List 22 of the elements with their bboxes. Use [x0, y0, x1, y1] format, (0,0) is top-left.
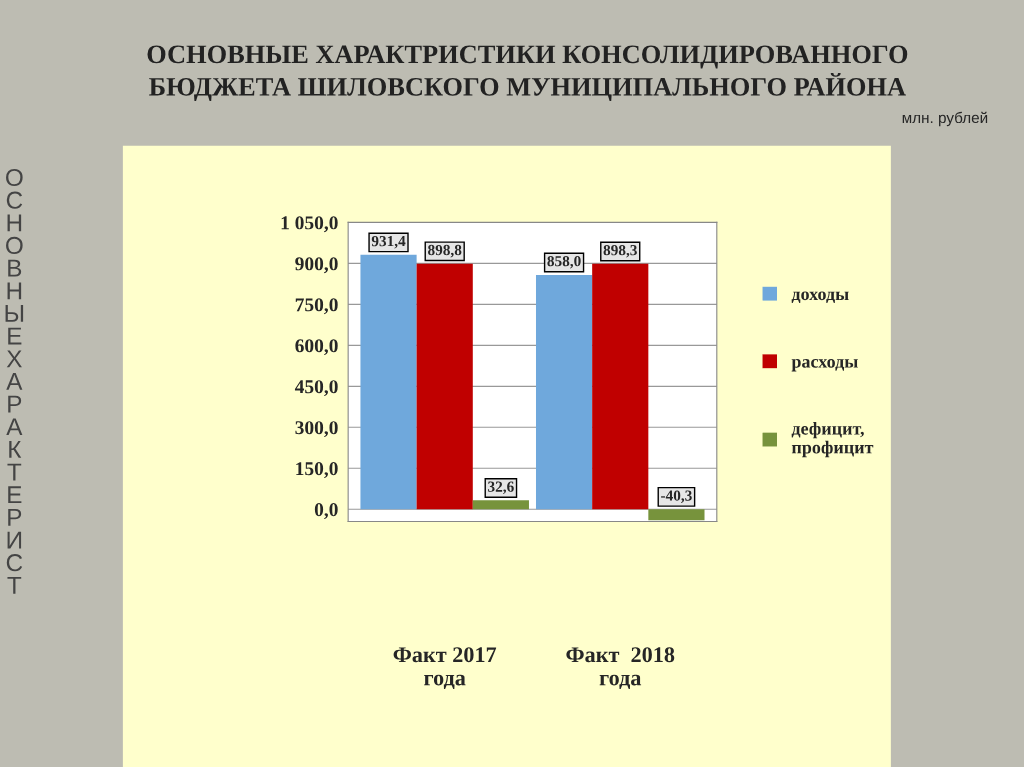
y-tick-label: 600,0: [295, 339, 338, 356]
data-label: -40,3: [661, 490, 692, 503]
x-tick-label: Факт 2018 года: [566, 647, 675, 690]
legend-label: доходы: [791, 291, 849, 304]
data-label: 931,4: [371, 235, 406, 249]
chart-title: ОСНОВНЫЕ ХАРАКТРИСТИКИ КОНСОЛИДИРОВАННОГО БЮДЖЕТА ШИЛОВСКОГО МУНИЦИПАЛЬНОГО РАЙОНА: [147, 45, 908, 102]
y-tick-label: 150,0: [296, 462, 338, 479]
text: ОСНОВНЫЕХАРАКТЕРИСТ: [5, 168, 24, 594]
y-tick-label: 300,0: [295, 421, 338, 438]
data-label: 898,8: [428, 244, 462, 258]
data-label: 32,6: [488, 481, 514, 495]
y-tick-label: 750,0: [295, 298, 338, 315]
y-tick-label: 0,0: [314, 503, 338, 520]
y-tick-label: 1 050,0: [281, 216, 338, 233]
legend-label: дефицит, профицит: [791, 421, 874, 458]
x-tick-label: Факт 2017 года: [393, 647, 497, 690]
legend-label: расходы: [791, 359, 858, 372]
text: млн. рублей: [902, 111, 988, 127]
data-label: 898,3: [603, 244, 637, 258]
y-tick-label: 900,0: [295, 257, 338, 274]
data-label: 858,0: [547, 256, 581, 269]
y-tick-label: 450,0: [294, 380, 338, 397]
